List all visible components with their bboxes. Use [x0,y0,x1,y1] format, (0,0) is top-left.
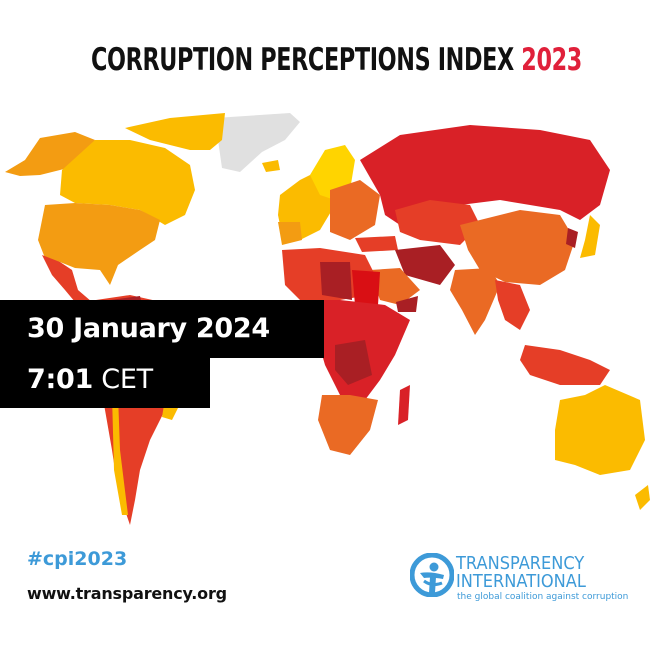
korea [566,228,578,248]
iberia [278,222,302,245]
turkey [355,236,398,252]
japan [580,215,600,258]
arctic-canada [125,113,225,150]
logo-name-line2: INTERNATIONAL [456,571,586,592]
saudi-arabia [370,268,420,305]
new-zealand [635,485,650,510]
logo-name-line1: TRANSPARENCY [456,553,585,574]
southern-africa [318,395,378,455]
logo-tagline: the global coalition against corruption [457,592,629,602]
hashtag-link[interactable]: #cpi2023 [27,548,128,570]
eastern-europe [330,180,380,240]
india [450,268,500,335]
chile [112,395,128,515]
southeast-asia [495,280,530,330]
transparency-international-logo-icon [410,553,454,597]
australia [555,385,645,475]
time-banner: 7:01 CET [0,358,210,408]
greenland [215,113,300,172]
date-banner: 30 January 2024 [0,300,324,358]
website-link[interactable]: www.transparency.org [27,584,227,603]
page-title: CORRUPTION PERCEPTIONS INDEX 2023 [90,42,582,78]
release-time: 7:01 [27,364,93,395]
canada [60,140,195,225]
world-map [5,113,650,525]
release-date: 30 January 2024 [27,313,270,344]
drc [335,340,372,385]
title-year: 2023 [521,42,582,78]
libya [320,262,352,300]
title-main: CORRUPTION PERCEPTIONS INDEX [90,42,514,78]
central-asia [395,200,480,245]
uruguay [162,405,178,420]
sudan [352,270,380,305]
yemen [396,296,418,312]
transparency-international-logo[interactable]: TRANSPARENCY INTERNATIONAL the global co… [410,553,630,605]
iceland [262,160,280,172]
release-timezone: CET [101,364,153,395]
mexico [42,255,100,312]
usa [38,203,160,285]
russia [360,125,610,225]
china [460,210,575,285]
madagascar [398,385,410,425]
iran-afghanistan [395,245,455,285]
indonesia [520,345,610,385]
